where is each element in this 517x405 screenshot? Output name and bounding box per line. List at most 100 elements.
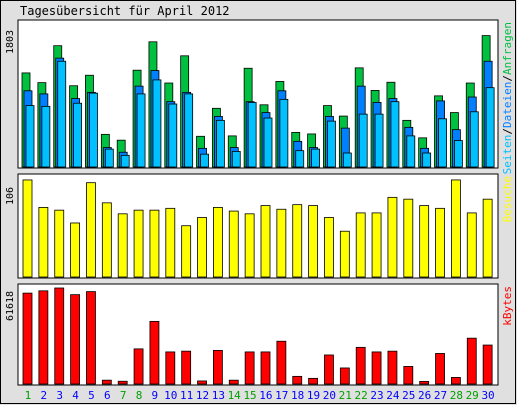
kbytes-panel-bar-kbytes-day-27 — [435, 353, 445, 385]
visits-panel-bar-visits-day-7 — [117, 213, 128, 278]
requests-panel-bar-pages-day-27 — [438, 118, 447, 168]
visits-panel-bar-visits-day-21 — [339, 230, 350, 278]
visits-panel: 106 Besuche — [5, 173, 514, 279]
visits-panel-legend: Besuche — [501, 176, 514, 222]
requests-panel-bar-pages-day-18 — [295, 150, 305, 168]
kbytes-panel-ymax-label: 61618 — [5, 291, 16, 321]
kbytes-panel-bar-kbytes-day-29 — [466, 337, 477, 385]
kbytes-panel-bar-kbytes-day-21 — [339, 367, 350, 385]
kbytes-panel-bar-kbytes-day-2 — [38, 290, 49, 385]
requests-panel-bar-pages-day-12 — [200, 153, 209, 168]
visits-panel-bar-visits-day-14 — [228, 210, 239, 278]
requests-panel-bar-pages-day-6 — [104, 148, 114, 168]
day-label-25: 25 — [402, 389, 415, 402]
day-label-4: 4 — [72, 389, 79, 402]
kbytes-panel-frame — [17, 283, 499, 386]
kbytes-panel-bar-kbytes-day-17 — [276, 340, 287, 385]
kbytes-panel-bar-kbytes-day-5 — [86, 291, 96, 385]
visits-panel-bar-visits-day-13 — [212, 207, 223, 278]
kbytes-panel-bar-kbytes-day-6 — [101, 379, 112, 385]
visits-panel-bar-visits-day-9 — [149, 209, 160, 278]
day-label-3: 3 — [56, 389, 63, 402]
requests-panel-bar-pages-day-24 — [390, 101, 400, 168]
visits-panel-bar-visits-day-1 — [22, 179, 33, 278]
visits-panel-bar-visits-day-10 — [165, 207, 176, 278]
requests-panel-bar-pages-day-22 — [358, 113, 368, 168]
visits-panel-bar-visits-day-26 — [419, 205, 430, 278]
kbytes-panel-bar-kbytes-day-30 — [482, 344, 493, 385]
requests-panel-bar-pages-day-5 — [89, 92, 98, 168]
requests-panel-bar-pages-day-16 — [263, 117, 273, 168]
requests-panel-legend-files: Dateien — [501, 82, 514, 128]
kbytes-panel-bar-kbytes-day-9 — [149, 320, 160, 385]
visits-panel-ymax-label: 106 — [5, 187, 16, 205]
visits-panel-bar-visits-day-17 — [276, 208, 287, 278]
day-label-24: 24 — [386, 389, 400, 402]
visits-panel-bar-visits-day-4 — [70, 222, 80, 278]
requests-panel-bar-pages-day-3 — [57, 60, 67, 168]
day-label-10: 10 — [164, 389, 177, 402]
kbytes-panel-bar-kbytes-day-26 — [419, 381, 430, 385]
day-label-30: 30 — [481, 389, 494, 402]
visits-panel-bar-visits-day-5 — [86, 182, 96, 278]
day-label-26: 26 — [418, 389, 431, 402]
requests-panel-bar-pages-day-8 — [136, 93, 146, 168]
day-label-8: 8 — [136, 389, 143, 402]
day-label-11: 11 — [180, 389, 193, 402]
kbytes-panel-bar-kbytes-day-18 — [292, 375, 303, 385]
visits-panel-bar-visits-day-18 — [292, 204, 303, 278]
day-label-14: 14 — [228, 389, 242, 402]
kbytes-panel-bar-kbytes-day-20 — [324, 354, 334, 385]
requests-panel-bar-pages-day-9 — [152, 79, 162, 168]
kbytes-panel-bar-kbytes-day-4 — [70, 294, 80, 385]
requests-panel-legend-sep2: / — [501, 75, 514, 82]
kbytes-panel-bar-kbytes-day-11 — [181, 350, 192, 385]
kbytes-panel: 61618 kBytes — [5, 283, 514, 386]
requests-panel-bar-pages-day-17 — [279, 98, 289, 168]
day-label-27: 27 — [434, 389, 447, 402]
kbytes-panel-bar-kbytes-day-19 — [308, 377, 319, 385]
requests-panel-ymax-label: 1803 — [5, 30, 16, 54]
requests-panel-bar-pages-day-4 — [73, 102, 82, 168]
kbytes-panel-bar-kbytes-day-22 — [355, 346, 366, 385]
requests-panel-bar-pages-day-11 — [184, 93, 194, 168]
requests-panel-legend-pages: Seiten — [501, 135, 514, 175]
day-label-12: 12 — [196, 389, 209, 402]
day-label-20: 20 — [323, 389, 336, 402]
day-label-2: 2 — [40, 389, 47, 402]
chart-title: Tagesübersicht für April 2012 — [20, 4, 230, 18]
visits-panel-bar-visits-day-28 — [450, 179, 461, 278]
kbytes-panel-bar-kbytes-day-12 — [197, 380, 207, 385]
kbytes-panel-bar-kbytes-day-15 — [244, 351, 255, 385]
day-label-6: 6 — [104, 389, 111, 402]
kbytes-panel-bar-kbytes-day-14 — [228, 379, 239, 385]
kbytes-panel-bar-kbytes-day-10 — [165, 351, 176, 385]
requests-panel-bar-pages-day-15 — [247, 102, 257, 168]
day-label-15: 15 — [243, 389, 256, 402]
visits-panel-bar-visits-day-24 — [387, 196, 398, 278]
kbytes-panel-legend: kBytes — [501, 286, 514, 326]
visits-panel-bar-visits-day-27 — [435, 207, 445, 278]
kbytes-panel-bar-kbytes-day-3 — [54, 287, 65, 385]
day-axis-labels: 1 2 3 4 5 6 7 8 9 10 11 12 13 14 15 16 17 18 19 20 21 22 23 24 2… — [25, 389, 495, 402]
visits-panel-bar-visits-day-20 — [324, 217, 334, 278]
requests-panel-legend-sep1: / — [501, 128, 514, 135]
visits-panel-bar-visits-day-12 — [197, 217, 207, 278]
requests-panel-bar-pages-day-21 — [342, 152, 352, 168]
kbytes-panel-bar-kbytes-day-1 — [22, 292, 33, 385]
visits-panel-bar-visits-day-3 — [54, 209, 65, 278]
requests-panel-bar-pages-day-13 — [215, 119, 225, 168]
day-label-1: 1 — [25, 389, 32, 402]
requests-panel-bar-pages-day-1 — [25, 105, 35, 168]
requests-panel-bar-pages-day-7 — [120, 154, 130, 168]
day-label-17: 17 — [275, 389, 288, 402]
kbytes-panel-bar-kbytes-day-28 — [450, 377, 461, 385]
requests-panel-bar-pages-day-19 — [311, 148, 321, 168]
requests-panel-bar-pages-day-14 — [231, 151, 241, 168]
day-label-16: 16 — [259, 389, 272, 402]
